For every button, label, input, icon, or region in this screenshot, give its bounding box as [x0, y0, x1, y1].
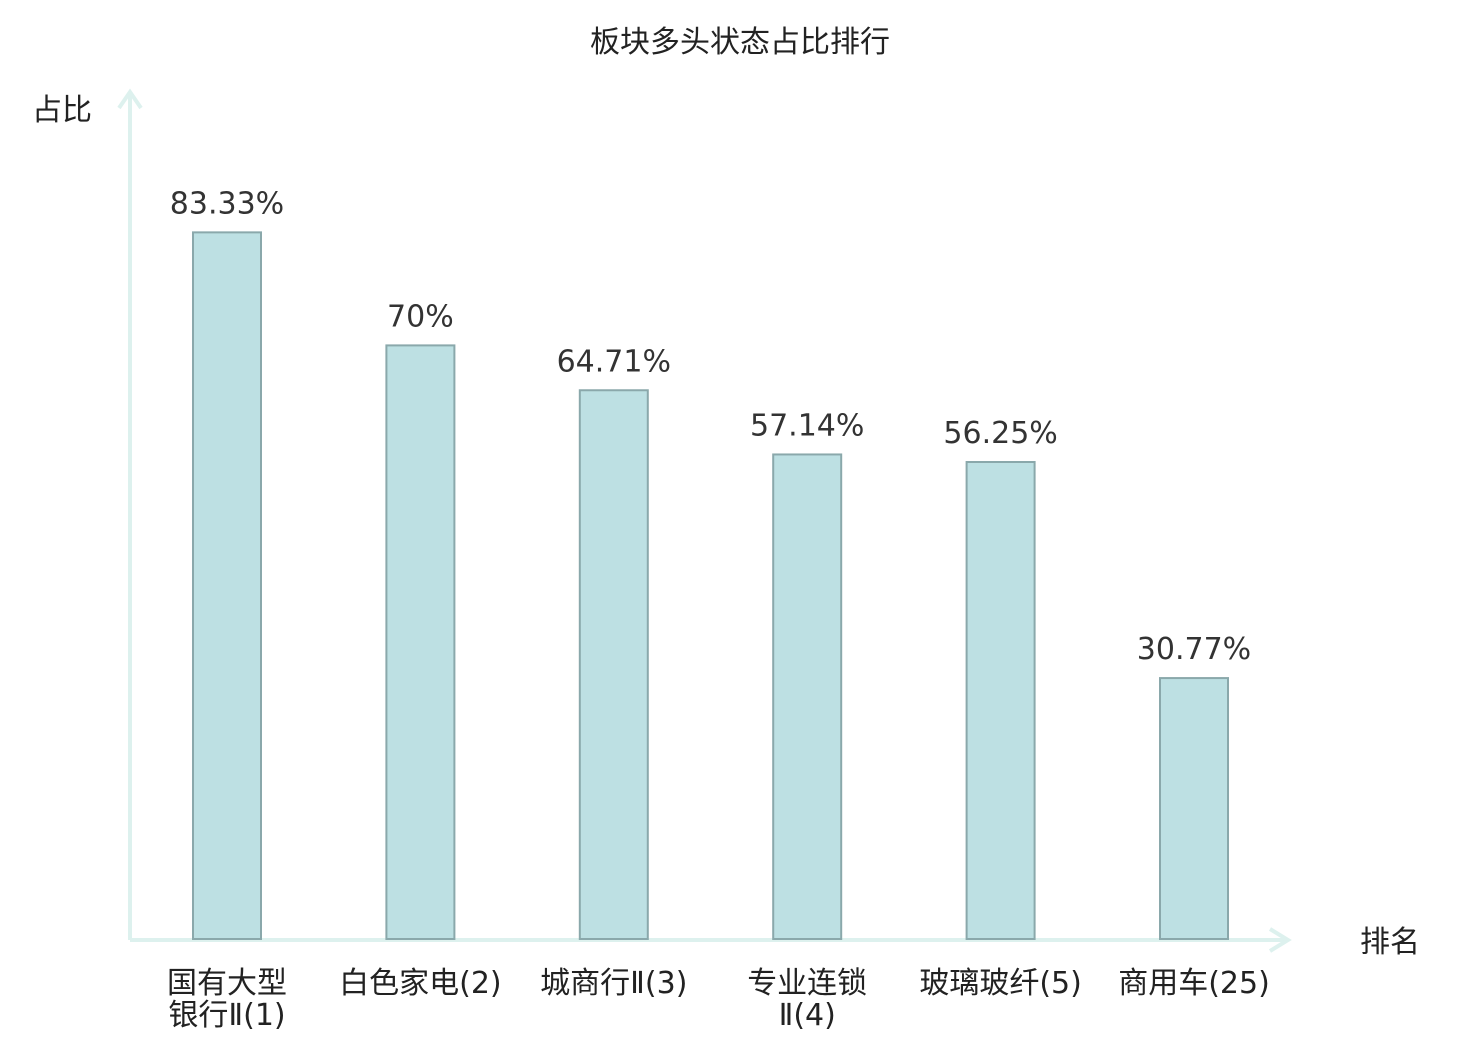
category-label-line: 专业连锁 — [747, 966, 867, 1001]
y-axis-arrow — [117, 88, 143, 110]
category-label-line: 白色家电(2) — [339, 966, 502, 1001]
bar — [1159, 677, 1229, 940]
bar-value-label: 30.77% — [1137, 632, 1251, 667]
bar — [772, 453, 843, 940]
category-label: 城商行Ⅱ(3) — [540, 966, 687, 1001]
bar-value-label: 70% — [387, 299, 454, 334]
bar — [192, 231, 262, 941]
category-label: 白色家电(2) — [339, 966, 502, 1001]
category-label-line: Ⅱ(4) — [779, 998, 836, 1033]
category-label-line: 商用车(25) — [1118, 966, 1270, 1001]
x-axis-arrow — [1268, 927, 1292, 953]
bar — [965, 461, 1036, 940]
bar-value-label: 83.33% — [170, 186, 284, 221]
bar-value-label: 56.25% — [943, 416, 1057, 451]
category-label-line: 国有大型 — [167, 966, 287, 1001]
x-axis-label: 排名 — [1360, 925, 1420, 960]
bar — [578, 389, 649, 940]
category-label-line: 城商行Ⅱ(3) — [540, 966, 687, 1001]
y-axis-label: 占比 — [32, 93, 92, 128]
category-label: 专业连锁 Ⅱ(4) — [747, 966, 867, 1033]
bar-value-label: 64.71% — [557, 344, 671, 379]
category-label-line: 玻璃玻纤(5) — [919, 966, 1082, 1001]
category-label: 商用车(25) — [1118, 966, 1270, 1001]
bars-group: 83.33% 国有大型银行Ⅱ(1) 70% 白色家电(2) 64.71% 城商行Ⅱ(3) 5… — [167, 186, 1270, 1033]
chart-title: 板块多头状态占比排行 — [590, 25, 890, 60]
bar — [385, 344, 456, 940]
bar-value-label: 57.14% — [750, 408, 864, 443]
category-label-line: 银行Ⅱ(1) — [168, 998, 285, 1033]
category-label: 国有大型银行Ⅱ(1) — [167, 966, 287, 1033]
category-label: 玻璃玻纤(5) — [919, 966, 1082, 1001]
